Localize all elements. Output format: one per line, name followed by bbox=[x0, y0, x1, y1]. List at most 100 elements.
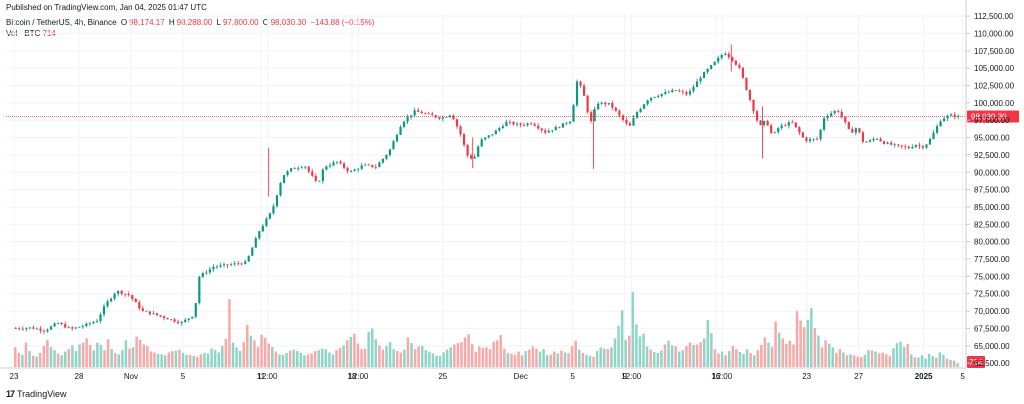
candle-body bbox=[928, 139, 932, 145]
volume-bar bbox=[456, 343, 460, 367]
volume-bar bbox=[585, 354, 588, 367]
candle-body bbox=[201, 273, 204, 277]
volume-bar bbox=[806, 319, 809, 367]
volume-bar bbox=[103, 350, 106, 367]
volume-bar bbox=[827, 343, 831, 367]
volume-bar bbox=[660, 350, 663, 367]
volume-bar bbox=[310, 353, 313, 367]
volume-bar bbox=[403, 349, 406, 367]
volume-bar bbox=[663, 344, 667, 367]
candle-body bbox=[102, 306, 106, 315]
candle-body bbox=[244, 261, 247, 265]
candle-body bbox=[74, 327, 77, 329]
candle-body bbox=[219, 265, 222, 267]
time-tick-label: Nov bbox=[124, 372, 138, 381]
candle-body bbox=[88, 323, 91, 325]
volume-bar bbox=[481, 347, 485, 367]
candle-body bbox=[508, 121, 512, 123]
candle-body bbox=[815, 138, 819, 140]
volume-bar bbox=[278, 354, 281, 367]
volume-bar bbox=[863, 354, 867, 367]
candle-body bbox=[85, 323, 88, 327]
volume-bar bbox=[645, 346, 649, 367]
candle-body bbox=[222, 264, 226, 266]
candle-body bbox=[124, 293, 127, 295]
volume-bar bbox=[763, 337, 767, 367]
price-tick-label: 77,500.00 bbox=[974, 255, 1010, 264]
volume-bar bbox=[296, 351, 299, 367]
candle-body bbox=[837, 110, 840, 112]
volume-bar bbox=[174, 350, 178, 367]
time-tick-label: 12:00 bbox=[621, 372, 642, 381]
volume-bar bbox=[28, 351, 31, 367]
volume-bar bbox=[767, 342, 770, 367]
candle-body bbox=[950, 114, 953, 116]
candle-body bbox=[342, 163, 346, 168]
volume-bar bbox=[735, 349, 738, 367]
volume-bar bbox=[642, 333, 645, 367]
volume-bar bbox=[899, 341, 902, 367]
volume-bar bbox=[246, 324, 249, 367]
volume-bar bbox=[335, 350, 338, 367]
volume-bar bbox=[138, 339, 142, 367]
candle-body bbox=[801, 132, 805, 138]
volume-bar bbox=[935, 357, 938, 367]
candle-body bbox=[840, 111, 843, 117]
candle-body bbox=[268, 213, 272, 219]
volume-bar bbox=[752, 355, 756, 367]
volume-bar bbox=[685, 345, 688, 367]
volume-bar bbox=[99, 344, 103, 367]
candle-body bbox=[381, 158, 384, 163]
candle-body bbox=[371, 164, 374, 167]
candle-body bbox=[748, 90, 752, 100]
volume-bar bbox=[192, 355, 195, 367]
volume-bar bbox=[949, 359, 952, 367]
candle-body bbox=[184, 319, 187, 322]
volume-bar bbox=[85, 338, 88, 367]
candle-body bbox=[240, 263, 243, 265]
volume-bar bbox=[613, 338, 617, 367]
time-tick-label: 12:00 bbox=[712, 372, 733, 381]
volume-bar bbox=[406, 337, 410, 367]
volume-bar bbox=[285, 352, 288, 367]
price-tick-label: 72,500.00 bbox=[974, 290, 1010, 299]
volume-bar bbox=[81, 342, 85, 367]
volume-bar bbox=[71, 345, 74, 367]
volume-bar bbox=[649, 349, 652, 367]
volume-bar bbox=[113, 352, 117, 367]
candle-body bbox=[727, 54, 730, 58]
candle-body bbox=[590, 112, 593, 121]
candle-body bbox=[519, 123, 522, 126]
volume-bar bbox=[353, 333, 356, 367]
candle-body bbox=[498, 127, 501, 131]
volume-bar bbox=[217, 352, 220, 367]
candle-body bbox=[233, 263, 236, 265]
candle-body bbox=[480, 139, 483, 147]
volume-bar bbox=[574, 340, 577, 367]
volume-bar bbox=[149, 351, 153, 367]
volume-bar bbox=[556, 353, 560, 367]
volume-bar bbox=[299, 352, 303, 367]
volume-bar bbox=[624, 339, 627, 367]
volume-bar bbox=[185, 354, 188, 367]
candle-body bbox=[734, 60, 737, 65]
volume-bar bbox=[206, 353, 210, 367]
close-label: C bbox=[262, 18, 269, 27]
volume-bar bbox=[913, 357, 917, 367]
tradingview-logo[interactable]: 17 TradingView bbox=[6, 389, 67, 399]
volume-bar bbox=[56, 353, 60, 367]
candle-body bbox=[32, 327, 35, 329]
candle-body bbox=[18, 328, 21, 330]
open-label: O bbox=[120, 18, 128, 27]
candle-body bbox=[586, 95, 589, 113]
candle-body bbox=[360, 165, 363, 169]
candle-body bbox=[145, 310, 148, 312]
volume-bar bbox=[667, 340, 670, 367]
volume-bar bbox=[599, 347, 602, 367]
volume-bar bbox=[831, 347, 834, 367]
symbol-label[interactable]: Bitcoin / TetherUS, 4h, Binance bbox=[6, 18, 117, 27]
price-tick-label: 67,500.00 bbox=[974, 324, 1010, 333]
candle-body bbox=[321, 169, 324, 181]
time-tick-label: 5 bbox=[181, 372, 186, 381]
